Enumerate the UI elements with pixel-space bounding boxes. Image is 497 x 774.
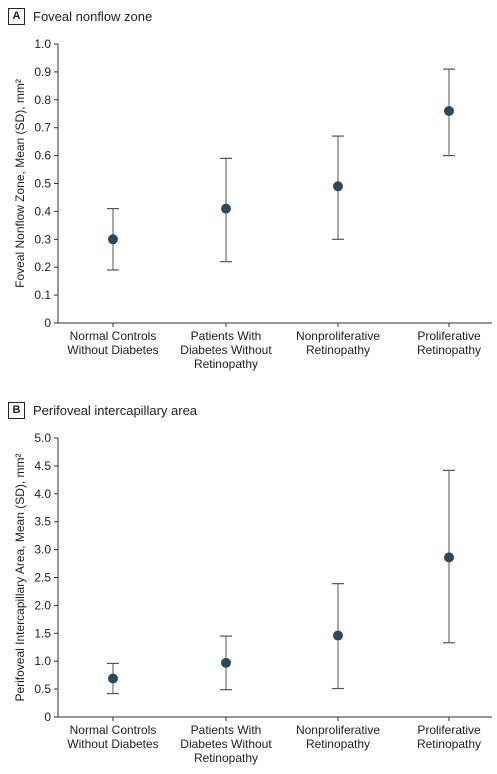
x-tick-label: Patients With Diabetes Without Retinopathy <box>180 329 272 371</box>
mean-point <box>333 630 343 641</box>
y-tick-label: 0 <box>44 710 51 724</box>
x-tick-label-line: Diabetes Without <box>180 737 272 751</box>
y-tick-label: 0.6 <box>34 149 51 163</box>
panel-a-title: Foveal nonflow zone <box>33 9 153 24</box>
x-tick-label: Normal Controls Without Diabetes <box>67 723 158 751</box>
y-tick-label: 2.0 <box>34 598 51 612</box>
y-tick-label: 0 <box>44 316 51 330</box>
panel-a-header: A Foveal nonflow zone <box>8 8 152 25</box>
x-tick-label-line: Without Diabetes <box>67 737 158 751</box>
y-tick-label: 3.0 <box>34 543 51 557</box>
y-tick-label: 5.0 <box>34 431 51 445</box>
x-tick-label-line: Retinopathy <box>194 751 258 765</box>
panel-a-letter: A <box>8 8 25 25</box>
x-tick-label-line: Retinopathy <box>194 357 258 371</box>
mean-point <box>108 673 118 684</box>
panel-b-title: Perifoveal intercapillary area <box>33 403 198 418</box>
chart-a: 0 0.1 0.2 0.3 0.4 0.5 0.6 0.7 0.8 0.9 1.0 Foveal No… <box>13 37 492 371</box>
x-tick-label: Nonproliferative Retinopathy <box>296 723 380 751</box>
x-tick-label-line: Proliferative <box>417 329 481 343</box>
y-tick-label: 4.0 <box>34 487 51 501</box>
y-tick-label: 1.0 <box>34 654 51 668</box>
y-tick-label: 0.3 <box>34 232 51 246</box>
x-tick-label: Nonproliferative Retinopathy <box>296 329 380 357</box>
y-axis-label: Foveal Nonflow Zone, Mean (SD), mm² <box>13 79 27 288</box>
y-tick-label: 0.5 <box>34 682 51 696</box>
y-tick-label: 2.5 <box>34 571 51 585</box>
mean-point <box>221 203 231 214</box>
x-tick-label-line: Nonproliferative <box>296 329 380 343</box>
mean-point <box>221 657 231 668</box>
chart-b: 0 0.5 1.0 1.5 2.0 2.5 3.0 3.5 4.0 4.5 5.0 Perifovea… <box>13 431 492 765</box>
y-axis-label: Perifoveal Intercapillary Area, Mean (SD… <box>13 453 27 701</box>
y-tick-label: 1.5 <box>34 626 51 640</box>
y-tick-label: 0.5 <box>34 177 51 191</box>
x-tick-label-line: Normal Controls <box>70 329 157 343</box>
x-tick-label: Proliferative Retinopathy <box>417 723 481 751</box>
x-tick-label: Proliferative Retinopathy <box>417 329 481 357</box>
x-tick-label-line: Diabetes Without <box>180 343 272 357</box>
x-tick-label-line: Retinopathy <box>306 737 370 751</box>
x-tick-label: Patients With Diabetes Without Retinopathy <box>180 723 272 765</box>
y-tick-label: 0.1 <box>34 288 51 302</box>
x-tick-label-line: Patients With <box>191 329 262 343</box>
x-tick-label-line: Retinopathy <box>306 343 370 357</box>
y-tick-label: 0.9 <box>34 65 51 79</box>
x-tick-label-line: Patients With <box>191 723 262 737</box>
x-tick-label-line: Without Diabetes <box>67 343 158 357</box>
y-tick-label: 4.5 <box>34 459 51 473</box>
y-tick-label: 0.7 <box>34 121 51 135</box>
x-tick-label: Normal Controls Without Diabetes <box>67 329 158 357</box>
mean-point <box>108 234 118 245</box>
mean-point <box>444 552 454 563</box>
x-tick-label-line: Proliferative <box>417 723 481 737</box>
y-tick-label: 0.8 <box>34 93 51 107</box>
panel-b-letter: B <box>8 402 25 419</box>
mean-point <box>444 105 454 116</box>
y-tick-label: 1.0 <box>34 37 51 51</box>
x-tick-label-line: Retinopathy <box>417 737 481 751</box>
x-tick-label-line: Retinopathy <box>417 343 481 357</box>
x-tick-label-line: Normal Controls <box>70 723 157 737</box>
x-tick-label-line: Nonproliferative <box>296 723 380 737</box>
y-tick-label: 0.4 <box>34 204 51 218</box>
mean-point <box>333 181 343 192</box>
panel-b-header: B Perifoveal intercapillary area <box>8 402 197 419</box>
y-tick-label: 0.2 <box>34 260 51 274</box>
y-tick-label: 3.5 <box>34 515 51 529</box>
